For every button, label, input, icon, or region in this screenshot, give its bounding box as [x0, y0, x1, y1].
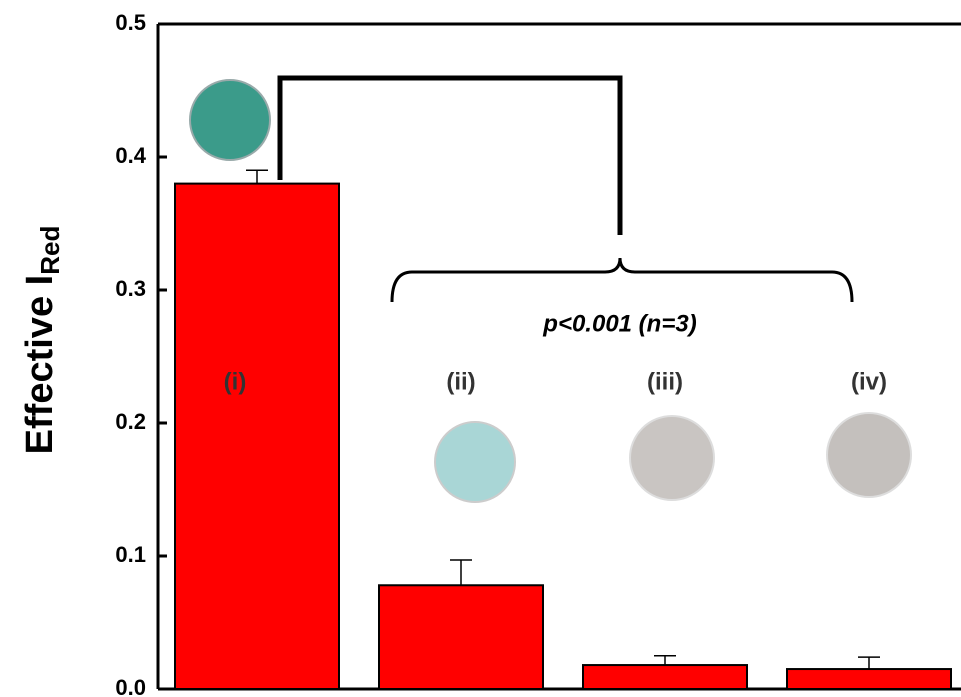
bar — [175, 184, 339, 689]
y-axis-label: Effective IRed — [19, 226, 65, 455]
sample-disc — [827, 413, 911, 497]
y-tick-label: 0.5 — [115, 10, 146, 35]
category-label: (i) — [224, 368, 247, 395]
y-tick-label: 0.0 — [115, 675, 146, 697]
annotation: p<0.001 (n=3) — [542, 310, 696, 337]
curly-brace — [392, 258, 852, 302]
sample-disc — [190, 80, 270, 160]
bar — [583, 665, 747, 689]
chart: p<0.001 (n=3) Effective IRed 0.0 0.1 0.2 0.… — [0, 0, 961, 697]
sample-disc — [630, 416, 714, 500]
bar — [787, 669, 951, 689]
category-label: (iii) — [647, 368, 683, 395]
y-tick-label: 0.4 — [115, 143, 146, 168]
sample-disc — [435, 422, 515, 502]
y-tick-label: 0.3 — [115, 276, 146, 301]
y-axis-label-subscript: Red — [35, 226, 65, 275]
y-tick-label: 0.2 — [115, 409, 146, 434]
y-tick-label: 0.1 — [115, 542, 146, 567]
y-axis-label-main: Effective I — [19, 275, 61, 455]
category-label: (iv) — [851, 368, 887, 395]
bar — [379, 585, 543, 689]
category-label: (ii) — [446, 368, 475, 395]
